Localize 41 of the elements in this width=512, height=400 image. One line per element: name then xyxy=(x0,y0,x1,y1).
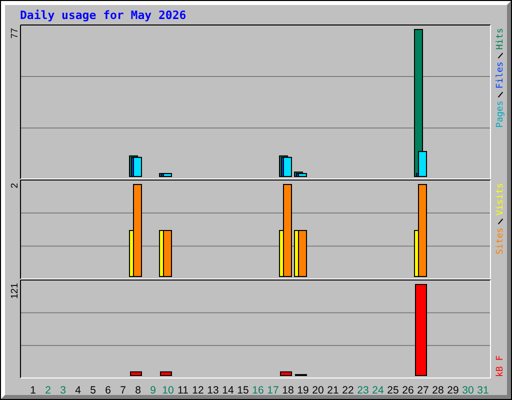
x-tick-label: 5 xyxy=(90,384,96,396)
x-tick-label: 17 xyxy=(267,384,279,396)
x-tick-label: 23 xyxy=(357,384,369,396)
x-tick-label: 1 xyxy=(30,384,36,396)
x-tick-label: 11 xyxy=(178,384,189,396)
chart-title: Daily usage for May 2026 xyxy=(20,8,186,22)
x-tick-label: 4 xyxy=(75,384,82,396)
x-tick-label: 26 xyxy=(402,384,414,396)
text: kB F xyxy=(496,355,506,377)
annotation: 121 xyxy=(10,283,20,299)
x-tick-label: 6 xyxy=(105,384,112,396)
text: Hits xyxy=(496,28,506,50)
x-tick-label: 15 xyxy=(237,384,249,396)
x-tick-label: 12 xyxy=(192,384,204,396)
x-tick-label: 9 xyxy=(150,384,156,396)
annotation: 2 xyxy=(10,183,20,188)
x-tick-label: 13 xyxy=(207,384,219,396)
x-tick-label: 30 xyxy=(462,384,474,396)
legend-label: Pages xyxy=(496,100,506,128)
x-tick-label: 14 xyxy=(222,384,234,396)
x-tick-label: 18 xyxy=(282,384,294,396)
legend-label: Sites xyxy=(496,227,506,255)
x-tick-label: 8 xyxy=(135,384,142,396)
x-tick-label: 21 xyxy=(327,384,339,396)
x-tick-label: 16 xyxy=(252,384,264,396)
x-tick-label: 7 xyxy=(120,384,126,396)
x-tick-label: 27 xyxy=(417,384,429,396)
x-tick-label: 2 xyxy=(45,384,52,396)
x-tick-label: 25 xyxy=(387,384,399,396)
text: Visits xyxy=(496,183,506,216)
x-tick-label: 20 xyxy=(312,384,324,396)
x-tick-label: 22 xyxy=(342,384,354,396)
x-tick-label: 3 xyxy=(60,384,66,396)
legend-label: Files xyxy=(496,62,506,89)
x-tick-label: 19 xyxy=(297,384,309,396)
annotation: 77 xyxy=(10,28,20,39)
x-tick-label: 31 xyxy=(477,384,489,396)
x-tick-label: 28 xyxy=(432,384,444,396)
x-tick-label: 29 xyxy=(447,384,459,396)
x-tick-label: 10 xyxy=(162,384,174,396)
x-tick-label: 24 xyxy=(372,384,384,396)
